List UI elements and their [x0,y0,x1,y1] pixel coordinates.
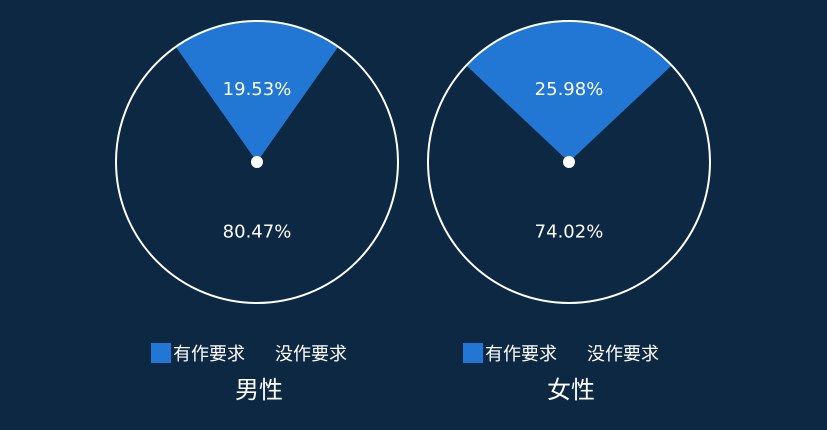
legend-male: 有作要求 没作要求 [151,340,357,366]
pie-outline-1 [427,20,711,304]
slice-label-1-1: 74.02% [535,222,604,243]
legend-label: 有作要求 [173,344,245,365]
legend-item-without-requirement[interactable]: 没作要求 [275,340,347,366]
legend-label: 没作要求 [587,344,659,365]
slice-label-0-0: 19.53% [223,79,292,100]
chart-title-male: 男性 [235,376,283,404]
legend-swatch-with-requirement [151,343,171,363]
pie-slice-0-0[interactable] [175,21,339,162]
pie-chart-1: 25.98% 74.02% [427,20,711,304]
legend-swatch-with-requirement [463,343,483,363]
legend-item-with-requirement[interactable]: 有作要求 [463,340,557,366]
slice-label-1-0: 25.98% [535,79,604,100]
pie-chart-0: 19.53% 80.47% [115,20,399,304]
legend-label: 没作要求 [275,344,347,365]
legend-female: 有作要求 没作要求 [463,340,669,366]
pie-center-dot-0 [251,156,263,168]
legend-label: 有作要求 [485,344,557,365]
pie-center-dot-1 [563,156,575,168]
pie-slice-1-0[interactable] [466,20,672,163]
legend-item-without-requirement[interactable]: 没作要求 [587,340,659,366]
pie-outline-0 [115,20,399,304]
chart-title-female: 女性 [547,376,595,404]
slice-label-0-1: 80.47% [223,222,292,243]
legend-item-with-requirement[interactable]: 有作要求 [151,340,245,366]
